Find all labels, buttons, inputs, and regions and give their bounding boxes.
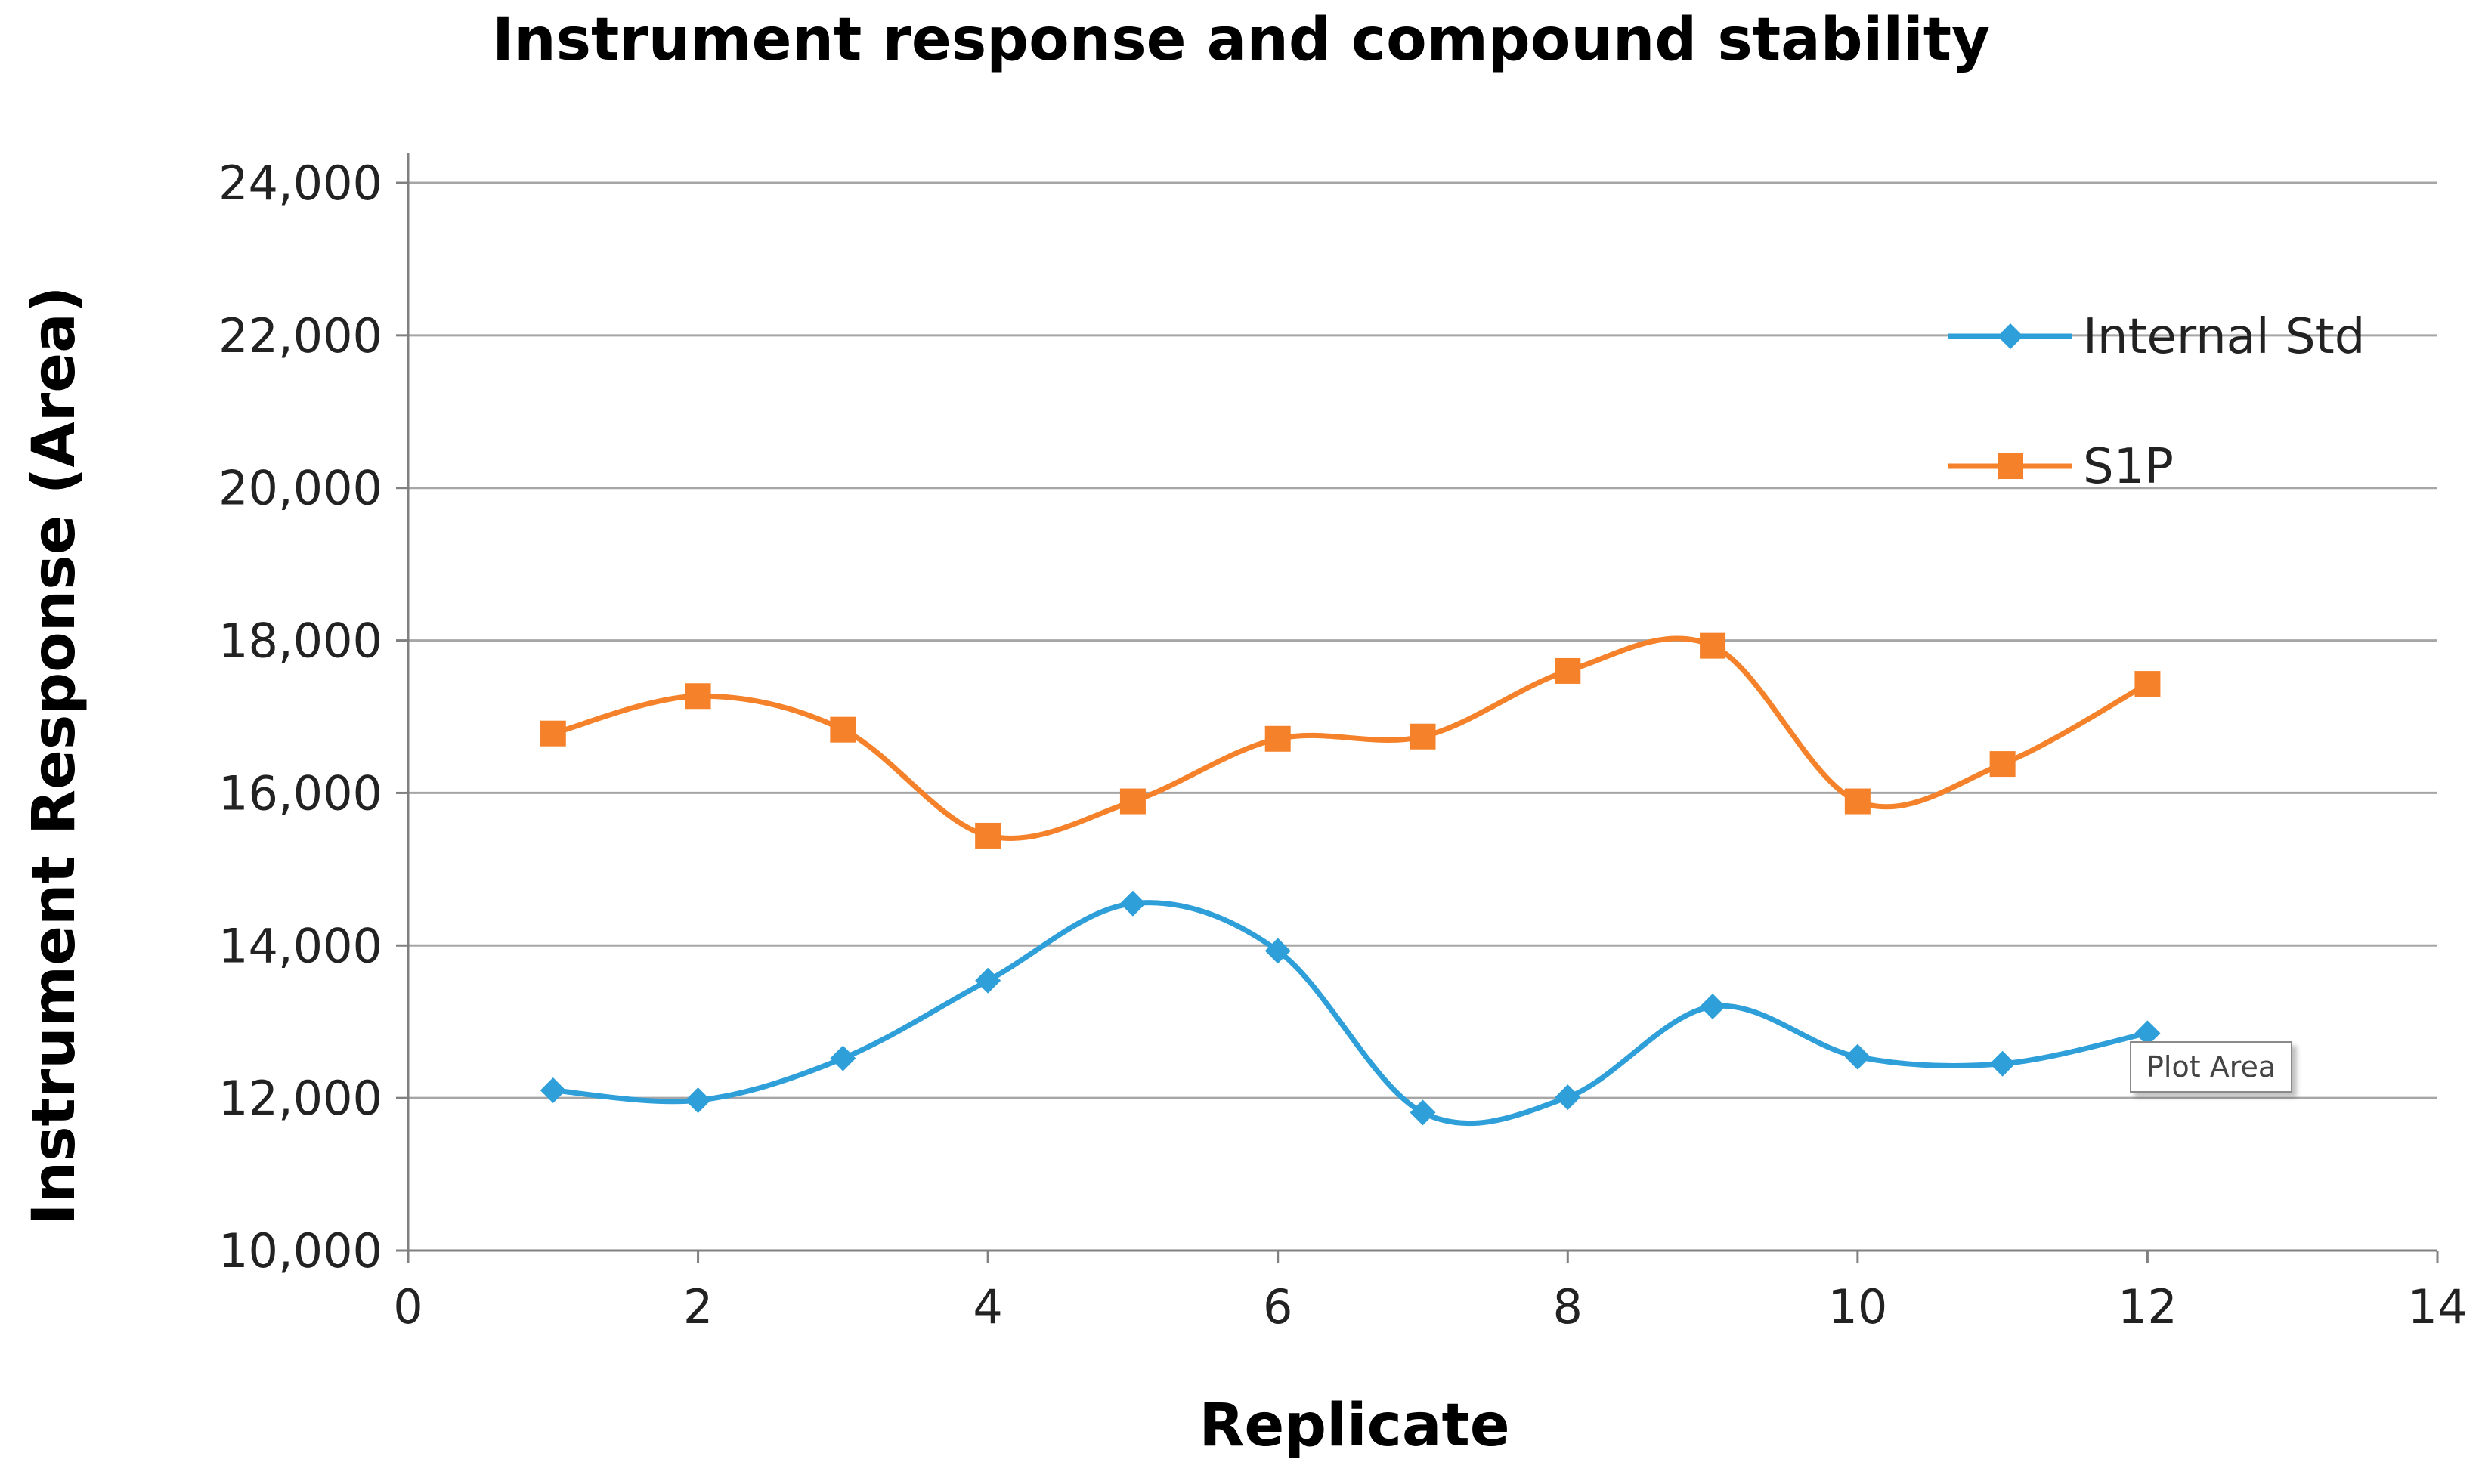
data-point: [2134, 1020, 2161, 1047]
data-point: [830, 1045, 856, 1071]
y-tick-label: 12,000: [218, 1071, 382, 1126]
data-point: [1264, 938, 1291, 964]
data-point: [1989, 751, 2016, 778]
series-s1p: [540, 632, 2161, 849]
x-tick-label: 12: [2118, 1279, 2177, 1334]
y-tick-label: 24,000: [218, 156, 382, 211]
y-tick-label: 16,000: [218, 765, 382, 821]
x-tick-label: 8: [1553, 1279, 1583, 1334]
y-tick-label: 22,000: [218, 308, 382, 363]
y-tick-label: 20,000: [218, 461, 382, 516]
y-tick-label: 14,000: [218, 918, 382, 973]
data-point: [685, 1087, 711, 1114]
legend: Internal Std S1P: [1948, 309, 2365, 495]
legend-item: Internal Std: [1948, 309, 2365, 365]
data-point: [1555, 657, 1581, 684]
plot-area-tooltip: Plot Area: [2130, 1041, 2293, 1093]
data-point: [1844, 1043, 1871, 1070]
data-point: [540, 720, 566, 747]
data-point: [1700, 632, 1726, 659]
data-point: [975, 822, 1001, 849]
legend-label: Internal Std: [2083, 309, 2365, 365]
x-tick-label: 6: [1263, 1279, 1292, 1334]
y-tick-label: 10,000: [218, 1223, 382, 1278]
x-axis-title: Replicate: [1199, 1392, 1510, 1460]
legend-marker: [1998, 323, 2023, 349]
y-tick-label: 18,000: [218, 614, 382, 669]
data-point: [1700, 994, 1726, 1020]
series-line: [550, 635, 2150, 841]
chart-title: Instrument response and compound stabili…: [492, 6, 1990, 74]
data-point: [830, 716, 856, 743]
axes: [396, 153, 2439, 1263]
data-point: [1119, 890, 1146, 917]
x-tick-label: 2: [683, 1279, 713, 1334]
data-point: [1555, 1084, 1581, 1111]
data-point: [1844, 788, 1871, 815]
legend-marker: [1998, 453, 2023, 479]
series-internal-std: [540, 890, 2161, 1127]
gridlines: [408, 181, 2437, 1099]
data-point: [1410, 723, 1436, 750]
legend-item: S1P: [1948, 439, 2174, 495]
legend-label: S1P: [2083, 439, 2174, 495]
data-point: [685, 683, 711, 710]
series-line: [550, 900, 2150, 1127]
x-tick-label: 4: [973, 1279, 1002, 1334]
tick-labels: 10,000 12,000 14,000 16,000 18,000 20,000 22,0…: [218, 156, 2467, 1334]
data-point: [1264, 725, 1291, 752]
series-layer: [540, 632, 2161, 1127]
x-tick-label: 10: [1827, 1279, 1887, 1334]
data-point: [1989, 1050, 2016, 1077]
data-point: [1410, 1099, 1436, 1126]
x-tick-label: 14: [2408, 1279, 2468, 1334]
data-point: [975, 967, 1001, 994]
data-point: [540, 1077, 566, 1104]
x-tick-label: 0: [393, 1279, 422, 1334]
data-point: [2134, 671, 2161, 697]
data-point: [1119, 788, 1146, 815]
